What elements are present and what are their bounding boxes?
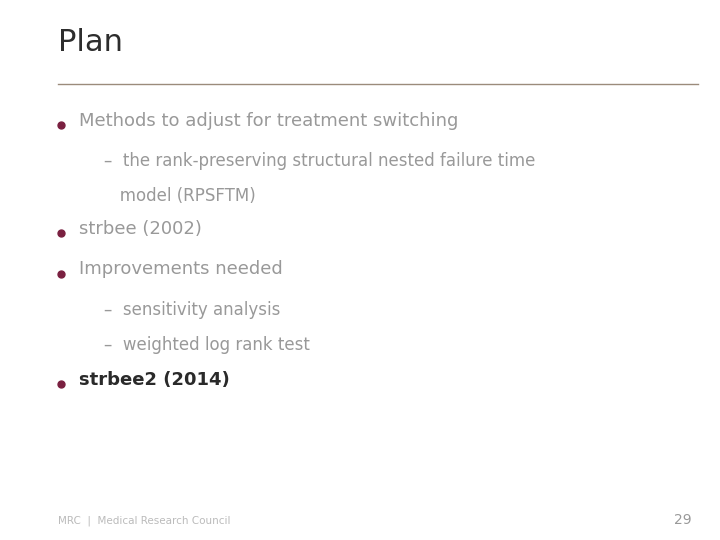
Text: MRC  |  Medical Research Council: MRC | Medical Research Council [58, 516, 230, 526]
Text: –  weighted log rank test: – weighted log rank test [104, 336, 310, 354]
Text: Methods to adjust for treatment switching: Methods to adjust for treatment switchin… [79, 112, 459, 130]
Text: model (RPSFTM): model (RPSFTM) [104, 187, 256, 205]
Text: –  sensitivity analysis: – sensitivity analysis [104, 301, 281, 319]
Text: 29: 29 [674, 512, 691, 526]
Text: strbee (2002): strbee (2002) [79, 220, 202, 238]
Text: Plan: Plan [58, 28, 122, 57]
Text: strbee2 (2014): strbee2 (2014) [79, 371, 230, 389]
Text: –  the rank-preserving structural nested failure time: – the rank-preserving structural nested … [104, 152, 536, 170]
Text: Improvements needed: Improvements needed [79, 260, 283, 278]
